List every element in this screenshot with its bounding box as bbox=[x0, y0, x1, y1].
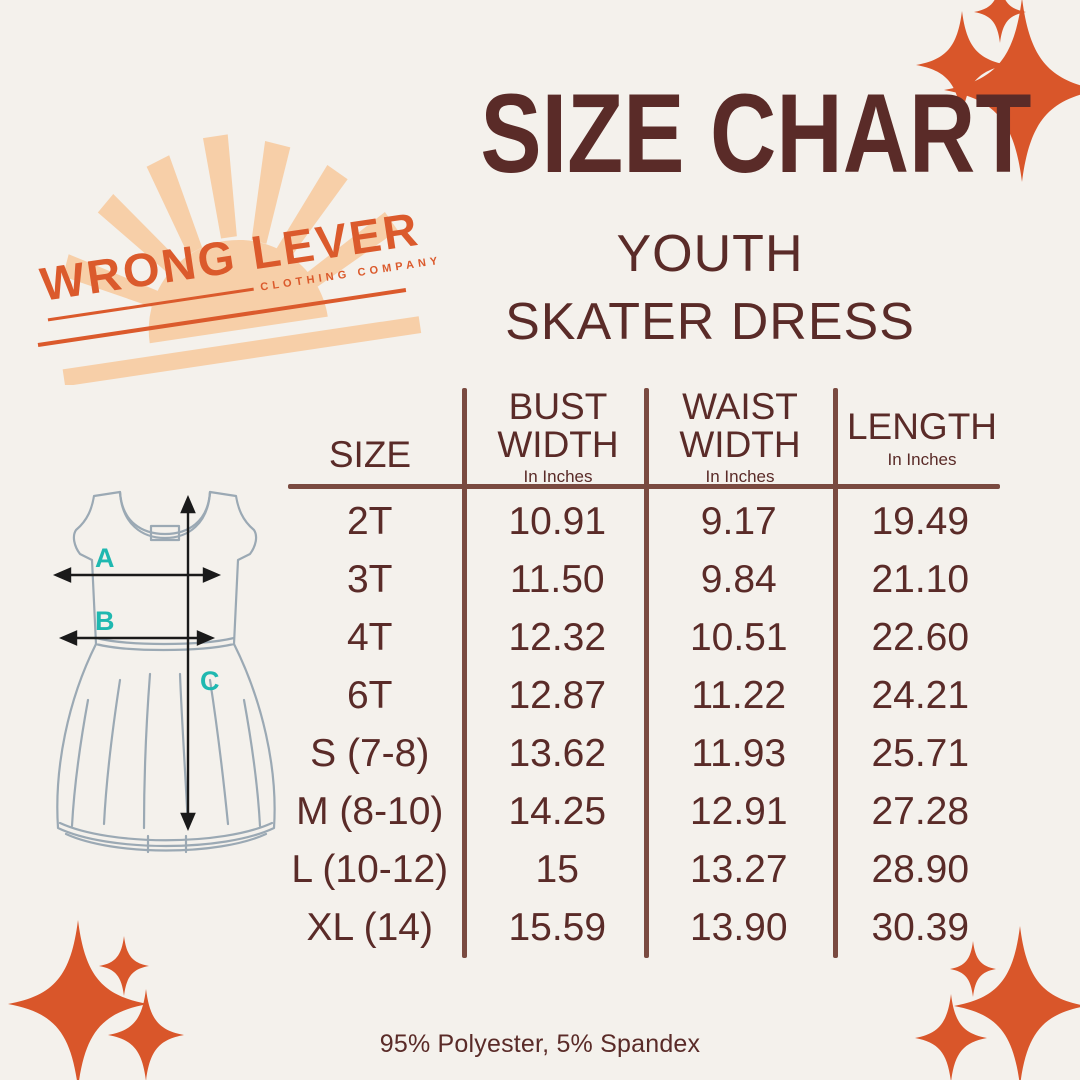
cell-length: 19.49 bbox=[871, 499, 970, 543]
page-title: SIZE CHART bbox=[480, 71, 1032, 196]
table-row: M (8-10) 14.25 12.91 27.28 bbox=[280, 782, 1010, 840]
cell-size: L (10-12) bbox=[291, 847, 449, 891]
table-row: 2T 10.91 9.17 19.49 bbox=[280, 492, 1010, 550]
size-table: SIZE BUST WIDTH In Inches WAIST WIDTH In… bbox=[280, 382, 1010, 962]
column-header-bust: BUST WIDTH In Inches bbox=[468, 388, 648, 486]
cell-size: 3T bbox=[346, 557, 393, 601]
column-divider-2 bbox=[644, 388, 649, 958]
cell-size: S (7-8) bbox=[310, 731, 430, 775]
cell-length: 25.71 bbox=[871, 731, 970, 775]
table-row: 3T 11.50 9.84 21.10 bbox=[280, 550, 1010, 608]
subtitle-product: SKATER DRESS bbox=[505, 293, 915, 351]
bust-label-line1: BUST bbox=[508, 386, 608, 427]
cell-size: 4T bbox=[346, 615, 393, 659]
waist-unit: In Inches bbox=[705, 467, 775, 487]
cell-waist: 9.17 bbox=[700, 499, 777, 543]
measure-label-c: C bbox=[200, 666, 220, 696]
waist-label-line2: WIDTH bbox=[679, 423, 801, 465]
cell-length: 30.39 bbox=[871, 905, 970, 949]
column-header-length: LENGTH In Inches bbox=[832, 408, 1012, 468]
material-note: 95% Polyester, 5% Spandex bbox=[379, 1030, 701, 1058]
cell-size: M (8-10) bbox=[296, 789, 444, 833]
cell-length: 21.10 bbox=[871, 557, 970, 601]
cell-bust: 10.91 bbox=[508, 499, 607, 543]
length-unit: In Inches bbox=[887, 449, 957, 469]
column-header-waist: WAIST WIDTH In Inches bbox=[650, 388, 830, 486]
cell-length: 27.28 bbox=[871, 789, 970, 833]
cell-size: 6T bbox=[346, 673, 393, 717]
column-divider-1 bbox=[462, 388, 467, 958]
waist-label-line1: WAIST bbox=[682, 386, 798, 427]
cell-size: XL (14) bbox=[306, 905, 433, 949]
cell-waist: 13.90 bbox=[689, 905, 788, 949]
cell-length: 22.60 bbox=[871, 615, 970, 659]
cell-waist: 13.27 bbox=[689, 847, 788, 891]
measure-label-a: A bbox=[95, 543, 115, 573]
cell-length: 28.90 bbox=[871, 847, 970, 891]
table-row: XL (14) 15.59 13.90 30.39 bbox=[280, 898, 1010, 956]
cell-waist: 11.93 bbox=[691, 731, 787, 775]
bust-label-line2: WIDTH bbox=[497, 423, 619, 465]
cell-bust: 14.25 bbox=[508, 789, 607, 833]
cell-waist: 11.22 bbox=[691, 673, 787, 717]
cell-waist: 10.51 bbox=[689, 615, 788, 659]
cell-length: 24.21 bbox=[871, 673, 970, 717]
sunburst-icon bbox=[62, 134, 422, 387]
cell-bust: 12.87 bbox=[508, 673, 607, 717]
cell-waist: 9.84 bbox=[700, 557, 777, 601]
bust-unit: In Inches bbox=[523, 467, 593, 487]
cell-bust: 12.32 bbox=[508, 615, 607, 659]
measure-label-b: B bbox=[95, 606, 115, 636]
cell-size: 2T bbox=[346, 499, 393, 543]
cell-waist: 12.91 bbox=[689, 789, 788, 833]
header-divider bbox=[288, 484, 1000, 489]
sparkle-icon bbox=[974, 0, 1026, 43]
cell-bust: 11.50 bbox=[509, 557, 605, 601]
brand-logo: WRONG LEVER CLOTHING COMPANY bbox=[28, 125, 448, 387]
cell-bust: 15.59 bbox=[508, 905, 607, 949]
cell-bust: 13.62 bbox=[508, 731, 607, 775]
table-row: 6T 12.87 11.22 24.21 bbox=[280, 666, 1010, 724]
subtitle-audience: YOUTH bbox=[616, 225, 804, 283]
table-row: S (7-8) 13.62 11.93 25.71 bbox=[280, 724, 1010, 782]
column-header-size: SIZE bbox=[328, 434, 412, 475]
table-row: L (10-12) 15 13.27 28.90 bbox=[280, 840, 1010, 898]
column-divider-3 bbox=[833, 388, 838, 958]
cell-bust: 15 bbox=[535, 847, 579, 891]
table-row: 4T 12.32 10.51 22.60 bbox=[280, 608, 1010, 666]
skater-dress-illustration: A B C bbox=[48, 468, 308, 868]
sparkle-icon bbox=[99, 936, 149, 996]
length-label: LENGTH bbox=[846, 406, 998, 447]
table-rows: 2T 10.91 9.17 19.49 3T 11.50 9.84 21.10 4T 12.32 1… bbox=[280, 492, 1010, 956]
